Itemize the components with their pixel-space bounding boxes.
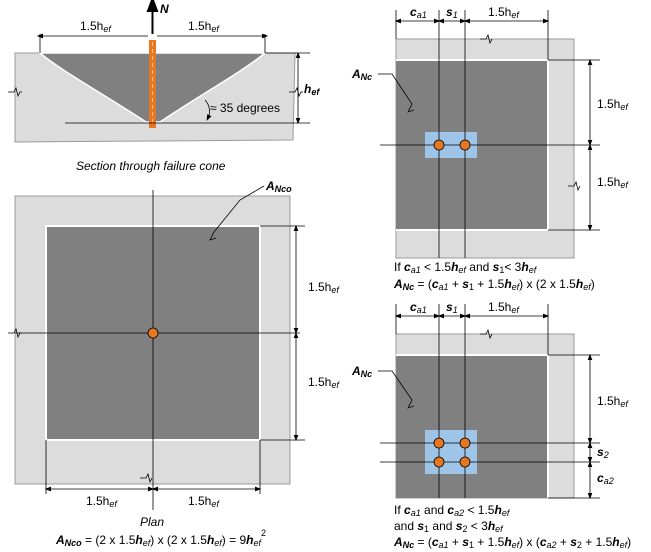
four-anchor-dim-top-right: 1.5hef [488, 300, 520, 315]
four-anchor-anchor-1 [433, 437, 445, 449]
four-anchor-projected-area [396, 355, 548, 498]
two-anchor-dim-ca1: ca1 [410, 5, 427, 20]
four-anchor-view: ca1 s1 1.5hef 1.5hef s2 ca2 ANc If ca1 a… [351, 300, 631, 550]
two-anchor-anchor-1 [433, 139, 445, 151]
two-anchor-condition: If ca1 < 1.5hef and s1< 3hef [394, 260, 538, 275]
section-depth-label: hef [304, 82, 320, 97]
two-anchor-view: ca1 s1 1.5hef 1.5hef 1.5hef ANc If ca1 <… [351, 5, 629, 292]
four-anchor-dim-s2: s2 [597, 445, 609, 460]
plan-caption: Plan [140, 515, 164, 529]
break-line-icon [480, 33, 493, 45]
plan-area-label: ANco [265, 179, 292, 194]
four-anchor-condition-2: and s1 and s2 < 3hef [394, 519, 504, 534]
break-line-icon [480, 328, 493, 340]
four-anchor-area-label: ANc [351, 364, 372, 379]
four-anchor-plate [425, 430, 477, 474]
leader-squiggle-icon [378, 73, 415, 113]
break-line-icon [140, 472, 153, 484]
plan-anchor [147, 327, 159, 339]
four-anchor-anchor-3 [433, 456, 445, 468]
break-line-icon [289, 86, 303, 98]
two-anchor-dim-right-lower: 1.5hef [597, 175, 629, 190]
plan-formula: ANco = (2 x 1.5hef) x (2 x 1.5hef) = 9he… [55, 528, 266, 548]
four-anchor-dim-s1: s1 [446, 300, 458, 315]
four-anchor-dim-ca1: ca1 [410, 300, 427, 315]
plan-view: ANco 1.5hef 1.5hef 1.5hef 1.5hef Plan AN… [8, 179, 340, 548]
section-caption: Section through failure cone [76, 159, 226, 173]
four-anchor-anchor-2 [459, 437, 471, 449]
load-label: N [160, 2, 169, 16]
leader-squiggle-icon [378, 370, 415, 409]
section-angle-label: ≈ 35 degrees [210, 101, 280, 115]
break-line-icon [568, 180, 581, 192]
section-dim-right: 1.5hef [188, 19, 220, 34]
four-anchor-condition-1: If ca1 and ca2 < 1.5hef [394, 503, 511, 518]
four-anchor-dim-ca2: ca2 [597, 471, 614, 486]
two-anchor-area-label: ANc [351, 67, 372, 82]
break-line-icon [8, 86, 22, 98]
break-line-icon [8, 327, 22, 339]
two-anchor-dim-right-upper: 1.5hef [597, 97, 629, 112]
four-anchor-anchor-4 [459, 456, 471, 468]
plan-dim-right-lower: 1.5hef [308, 375, 340, 390]
section-view: N 1.5hef 1.5hef hef ≈ 35 degrees Section… [8, 0, 320, 173]
leader-squiggle-icon [209, 185, 265, 241]
plan-dim-bottom-right: 1.5hef [188, 494, 220, 509]
two-anchor-anchor-2 [459, 139, 471, 151]
two-anchor-dim-s1: s1 [446, 5, 458, 20]
two-anchor-dim-right: 1.5hef [488, 5, 520, 20]
four-anchor-dim-right: 1.5hef [597, 394, 629, 409]
two-anchor-formula: ANc = (ca1 + s1 + 1.5hef) x (2 x 1.5hef) [393, 277, 595, 292]
plan-dim-bottom-left: 1.5hef [86, 494, 118, 509]
four-anchor-formula: ANc = (ca1 + s1 + 1.5hef) x (ca2 + s2 + … [393, 535, 631, 550]
section-dim-left: 1.5hef [80, 19, 112, 34]
plan-dim-right-upper: 1.5hef [308, 280, 340, 295]
